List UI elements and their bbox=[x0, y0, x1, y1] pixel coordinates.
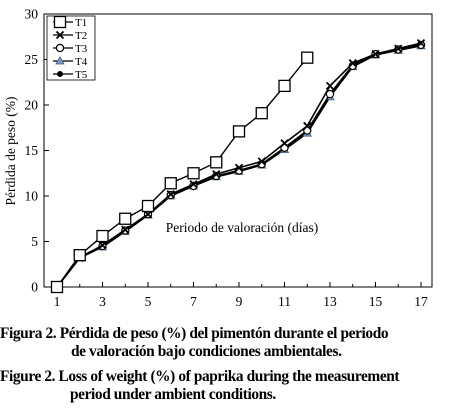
data-point-t1 bbox=[164, 177, 177, 190]
legend-marker-t3 bbox=[55, 43, 65, 53]
data-point-t2 bbox=[371, 49, 380, 59]
data-point-t2 bbox=[234, 163, 244, 172]
x-tick-label: 3 bbox=[99, 294, 106, 309]
data-point-t2 bbox=[189, 180, 198, 189]
data-point-t1 bbox=[255, 107, 268, 120]
data-point-t2 bbox=[280, 139, 289, 148]
series-line-t3 bbox=[56, 44, 422, 288]
legend-label: T5 bbox=[75, 69, 88, 81]
series-layer bbox=[50, 38, 426, 294]
x-tick-label: 13 bbox=[323, 294, 337, 309]
y-tick-label: 0 bbox=[31, 280, 38, 295]
series-t1 bbox=[50, 51, 314, 294]
figure-caption-english: Figure 2. Loss of weight (%) of paprika … bbox=[0, 368, 455, 404]
data-point-t2 bbox=[416, 38, 426, 48]
data-point-t2 bbox=[257, 157, 266, 166]
data-point-t2 bbox=[394, 44, 403, 53]
y-tick-label: 30 bbox=[25, 7, 39, 22]
data-point-t2 bbox=[212, 170, 221, 179]
x-tick-label: 1 bbox=[54, 294, 61, 309]
legend-marker-t2 bbox=[55, 30, 65, 40]
data-point-t1 bbox=[301, 51, 314, 64]
data-point-t1 bbox=[50, 280, 64, 294]
x-axis-label: Periodo de valoración (días) bbox=[166, 220, 319, 235]
caption-es-line-1: Figura 2. Pérdida de peso (%) del piment… bbox=[0, 325, 389, 342]
series-t3 bbox=[52, 40, 426, 292]
data-point-t2 bbox=[98, 241, 107, 250]
y-tick-label: 20 bbox=[25, 98, 39, 113]
caption-es-line-2: de valoración bajo condiciones ambiental… bbox=[71, 343, 342, 360]
x-tick-label: 17 bbox=[414, 294, 428, 309]
legend-label: T4 bbox=[75, 56, 88, 68]
data-point-t3 bbox=[325, 89, 335, 99]
y-axis-label: Pérdida de peso (%) bbox=[3, 96, 18, 205]
data-point-t2 bbox=[348, 59, 357, 68]
data-point-t2 bbox=[303, 121, 312, 131]
data-point-t1 bbox=[187, 167, 200, 180]
y-tick-label: 10 bbox=[25, 189, 39, 204]
y-tick-label: 25 bbox=[25, 52, 39, 67]
legend-label: T3 bbox=[75, 43, 88, 55]
data-point-t1 bbox=[73, 248, 86, 262]
data-point-t1 bbox=[119, 212, 132, 225]
data-point-t2 bbox=[166, 190, 175, 199]
series-line-t2 bbox=[56, 42, 422, 288]
series-t4 bbox=[52, 40, 426, 291]
legend-marker-t1 bbox=[53, 15, 67, 29]
data-point-t2 bbox=[325, 81, 335, 91]
x-tick-label: 9 bbox=[236, 294, 243, 309]
data-point-t1 bbox=[96, 229, 109, 243]
y-tick-label: 5 bbox=[31, 234, 38, 249]
x-tick-label: 15 bbox=[369, 294, 383, 309]
legend-label: T2 bbox=[75, 30, 87, 42]
series-line-t5 bbox=[56, 43, 422, 288]
data-point-t1 bbox=[141, 199, 155, 213]
caption-en-line-2: period under ambient conditions. bbox=[70, 386, 276, 403]
y-tick-label: 15 bbox=[25, 143, 39, 158]
legend-marker-t5 bbox=[57, 71, 64, 78]
x-tick-label: 7 bbox=[190, 294, 197, 309]
data-point-t1 bbox=[232, 125, 246, 138]
caption-en-line-1: Figure 2. Loss of weight (%) of paprika … bbox=[0, 368, 400, 385]
x-tick-label: 11 bbox=[278, 294, 291, 309]
data-point-t1 bbox=[210, 156, 223, 169]
series-t5 bbox=[54, 41, 424, 290]
legend-label: T1 bbox=[75, 17, 87, 29]
data-point-t2 bbox=[121, 225, 130, 234]
figure-caption-spanish: Figura 2. Pérdida de peso (%) del piment… bbox=[0, 325, 455, 361]
series-line-t1 bbox=[56, 57, 308, 288]
data-point-t1 bbox=[278, 79, 291, 93]
x-tick-label: 5 bbox=[145, 294, 152, 309]
series-t2 bbox=[52, 38, 426, 292]
legend-marker-t4 bbox=[55, 55, 65, 65]
